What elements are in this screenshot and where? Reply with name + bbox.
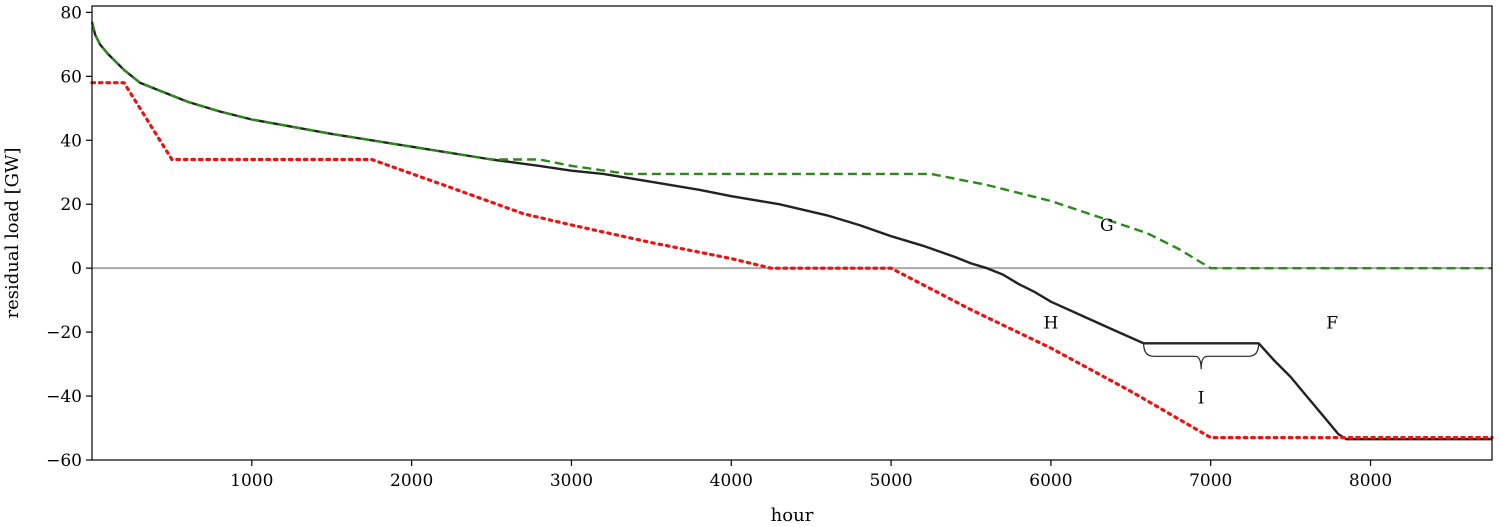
y-axis-label: residual load [GW]	[2, 147, 23, 318]
series-line-1	[90, 21, 1492, 441]
y-tick-label: 60	[60, 67, 82, 87]
y-tick-label: 20	[60, 195, 82, 215]
y-tick-label: −60	[46, 451, 82, 471]
annotation-g: G	[1100, 216, 1114, 236]
bracket-i	[1143, 343, 1260, 370]
x-tick-label: 4000	[710, 471, 753, 491]
x-tick-label: 3000	[550, 471, 593, 491]
x-tick-label: 6000	[1029, 471, 1072, 491]
y-tick-label: 80	[60, 3, 82, 23]
series-line-3	[90, 81, 1494, 440]
annotation-h: H	[1043, 314, 1058, 334]
annotation-i: I	[1198, 389, 1205, 409]
y-tick-label: −40	[46, 387, 82, 407]
y-tick-label: 40	[60, 131, 82, 151]
annotation-f: F	[1326, 314, 1338, 334]
x-tick-label: 1000	[230, 471, 273, 491]
y-tick-label: −20	[46, 323, 82, 343]
x-tick-label: 8000	[1349, 471, 1392, 491]
x-tick-label: 2000	[390, 471, 433, 491]
x-tick-label: 7000	[1189, 471, 1232, 491]
x-axis-label: hour	[771, 505, 814, 526]
y-tick-label: 0	[71, 259, 82, 279]
series-line-2	[90, 21, 1492, 270]
plot-frame	[91, 5, 1493, 461]
x-tick-label: 5000	[869, 471, 912, 491]
